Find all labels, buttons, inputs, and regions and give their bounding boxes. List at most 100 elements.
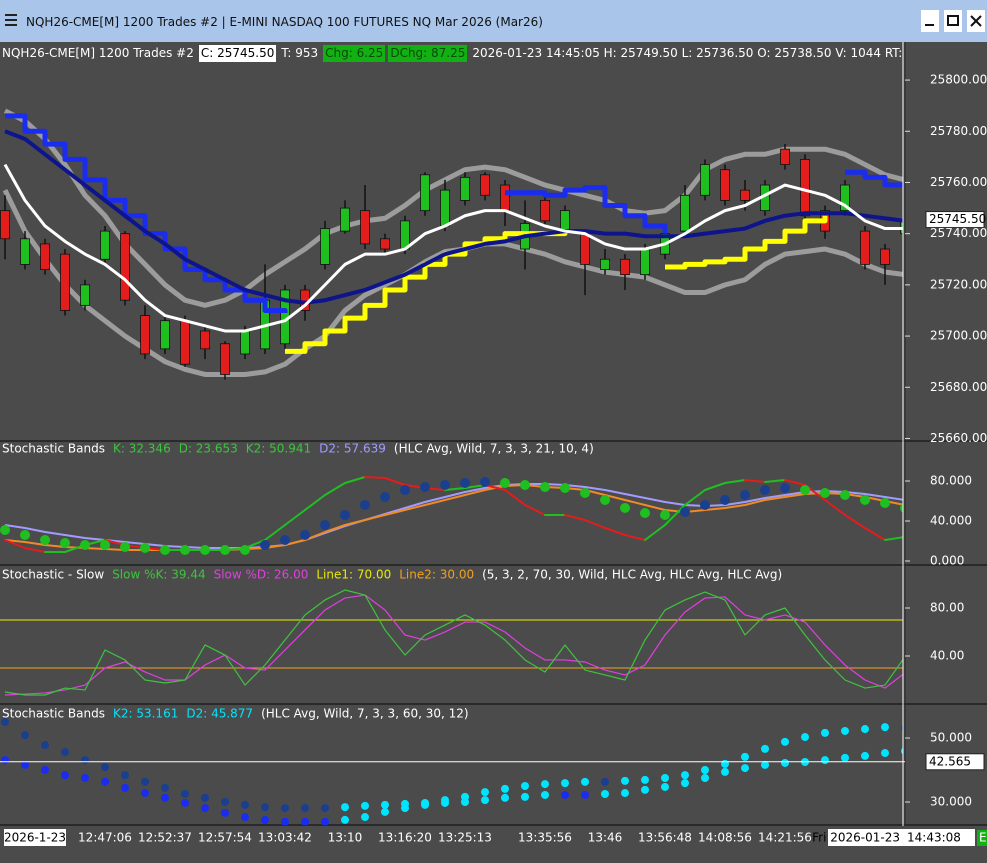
legend-item: Slow %K: 39.44 bbox=[112, 568, 205, 582]
y-tick-label: 0.000 bbox=[930, 554, 964, 568]
dot bbox=[641, 775, 649, 784]
panel bbox=[0, 589, 903, 696]
dot bbox=[440, 480, 450, 490]
dot bbox=[21, 731, 29, 740]
candle-body bbox=[580, 233, 590, 265]
candle-body bbox=[40, 243, 50, 270]
line-segment bbox=[4, 539, 26, 549]
dot bbox=[400, 485, 410, 495]
dot bbox=[301, 804, 309, 813]
line-segment bbox=[844, 514, 866, 529]
minimize-button[interactable] bbox=[921, 10, 939, 32]
y-tick-label: 50.000 bbox=[930, 731, 972, 745]
dot bbox=[861, 725, 869, 734]
dot bbox=[300, 530, 310, 540]
info-item: T: 953 bbox=[281, 46, 319, 60]
dot bbox=[380, 492, 390, 502]
dot bbox=[281, 804, 289, 813]
menu-icon[interactable] bbox=[3, 0, 23, 42]
y-tick-label: 80.000 bbox=[930, 474, 972, 488]
info-item: Chg: 6.25 bbox=[323, 45, 386, 62]
candle-body bbox=[420, 174, 430, 212]
legend-item: D2: 57.639 bbox=[319, 442, 386, 456]
y-tick-label: 25680.00 bbox=[930, 380, 987, 394]
cursor-time-box bbox=[828, 829, 975, 846]
dot bbox=[821, 756, 829, 765]
dot bbox=[661, 774, 669, 782]
dot bbox=[240, 545, 250, 555]
x-tick-label: 13:03:42 bbox=[258, 831, 312, 845]
dot bbox=[640, 508, 650, 518]
legend-item: Stochastic - Slow bbox=[2, 568, 104, 582]
dot bbox=[81, 774, 89, 782]
dot bbox=[701, 774, 709, 782]
title-bar: NQH26-CME[M] 1200 Trades #2 | E-MINI NAS… bbox=[0, 0, 987, 42]
dot bbox=[841, 753, 849, 762]
candle-body bbox=[540, 199, 550, 222]
dot bbox=[121, 771, 129, 780]
dot bbox=[601, 777, 609, 786]
legend-item: Line1: 70.00 bbox=[316, 568, 391, 582]
legend-item: Slow %D: 26.00 bbox=[214, 568, 309, 582]
candle-body bbox=[600, 258, 610, 270]
dot bbox=[841, 726, 849, 735]
legend-item: (HLC Avg, Wild, 7, 3, 3, 21, 10, 4) bbox=[394, 442, 594, 456]
candle-body bbox=[440, 189, 450, 227]
line-segment bbox=[524, 504, 546, 516]
dot bbox=[860, 495, 870, 505]
dot bbox=[721, 767, 729, 776]
dot bbox=[280, 535, 290, 545]
dot bbox=[481, 788, 489, 797]
candle-body bbox=[460, 176, 470, 201]
dot bbox=[620, 503, 630, 513]
dot bbox=[180, 545, 190, 555]
y-tick-label: 40.000 bbox=[930, 514, 972, 528]
candle-body bbox=[200, 330, 210, 350]
dot bbox=[721, 759, 729, 768]
candle-body bbox=[20, 238, 30, 265]
dot bbox=[520, 480, 530, 490]
dot bbox=[661, 782, 669, 791]
line-segment bbox=[264, 524, 286, 541]
dot bbox=[881, 749, 889, 758]
dot bbox=[221, 798, 229, 806]
dot bbox=[581, 777, 589, 786]
dot bbox=[360, 500, 370, 510]
legend-item: Stochastic Bands bbox=[2, 707, 105, 721]
dot bbox=[840, 490, 850, 500]
y-tick-label: 25700.00 bbox=[930, 329, 987, 343]
dot bbox=[81, 756, 89, 765]
dot bbox=[481, 796, 489, 805]
line-segment bbox=[764, 479, 786, 483]
series-line bbox=[4, 594, 903, 696]
current-label: 42.565 bbox=[929, 754, 971, 768]
line-segment bbox=[304, 494, 326, 511]
dot bbox=[801, 733, 809, 742]
dot bbox=[120, 542, 130, 552]
dot bbox=[121, 783, 129, 792]
dot bbox=[701, 766, 709, 774]
cursor-time: 14:43:08 bbox=[907, 831, 961, 845]
candle-body bbox=[380, 238, 390, 250]
dot bbox=[781, 737, 789, 746]
dot bbox=[501, 793, 509, 802]
line-segment bbox=[24, 547, 46, 553]
dot bbox=[301, 817, 309, 825]
dot bbox=[221, 808, 229, 817]
dot bbox=[220, 545, 230, 555]
dot bbox=[61, 771, 69, 780]
y-tick-label: 30.000 bbox=[930, 795, 972, 809]
candle-body bbox=[160, 320, 170, 350]
dot bbox=[881, 723, 889, 732]
dot bbox=[420, 482, 430, 492]
y-tick-label: 25660.00 bbox=[930, 431, 987, 445]
dot bbox=[621, 776, 629, 785]
dot bbox=[521, 792, 529, 801]
line-segment bbox=[864, 527, 886, 541]
line-segment bbox=[684, 489, 706, 506]
cursor-date: Fri 2026-01-23 bbox=[812, 831, 900, 845]
y-tick-label: 80.00 bbox=[930, 601, 964, 615]
window-buttons bbox=[921, 10, 985, 32]
candle-body bbox=[140, 315, 150, 355]
